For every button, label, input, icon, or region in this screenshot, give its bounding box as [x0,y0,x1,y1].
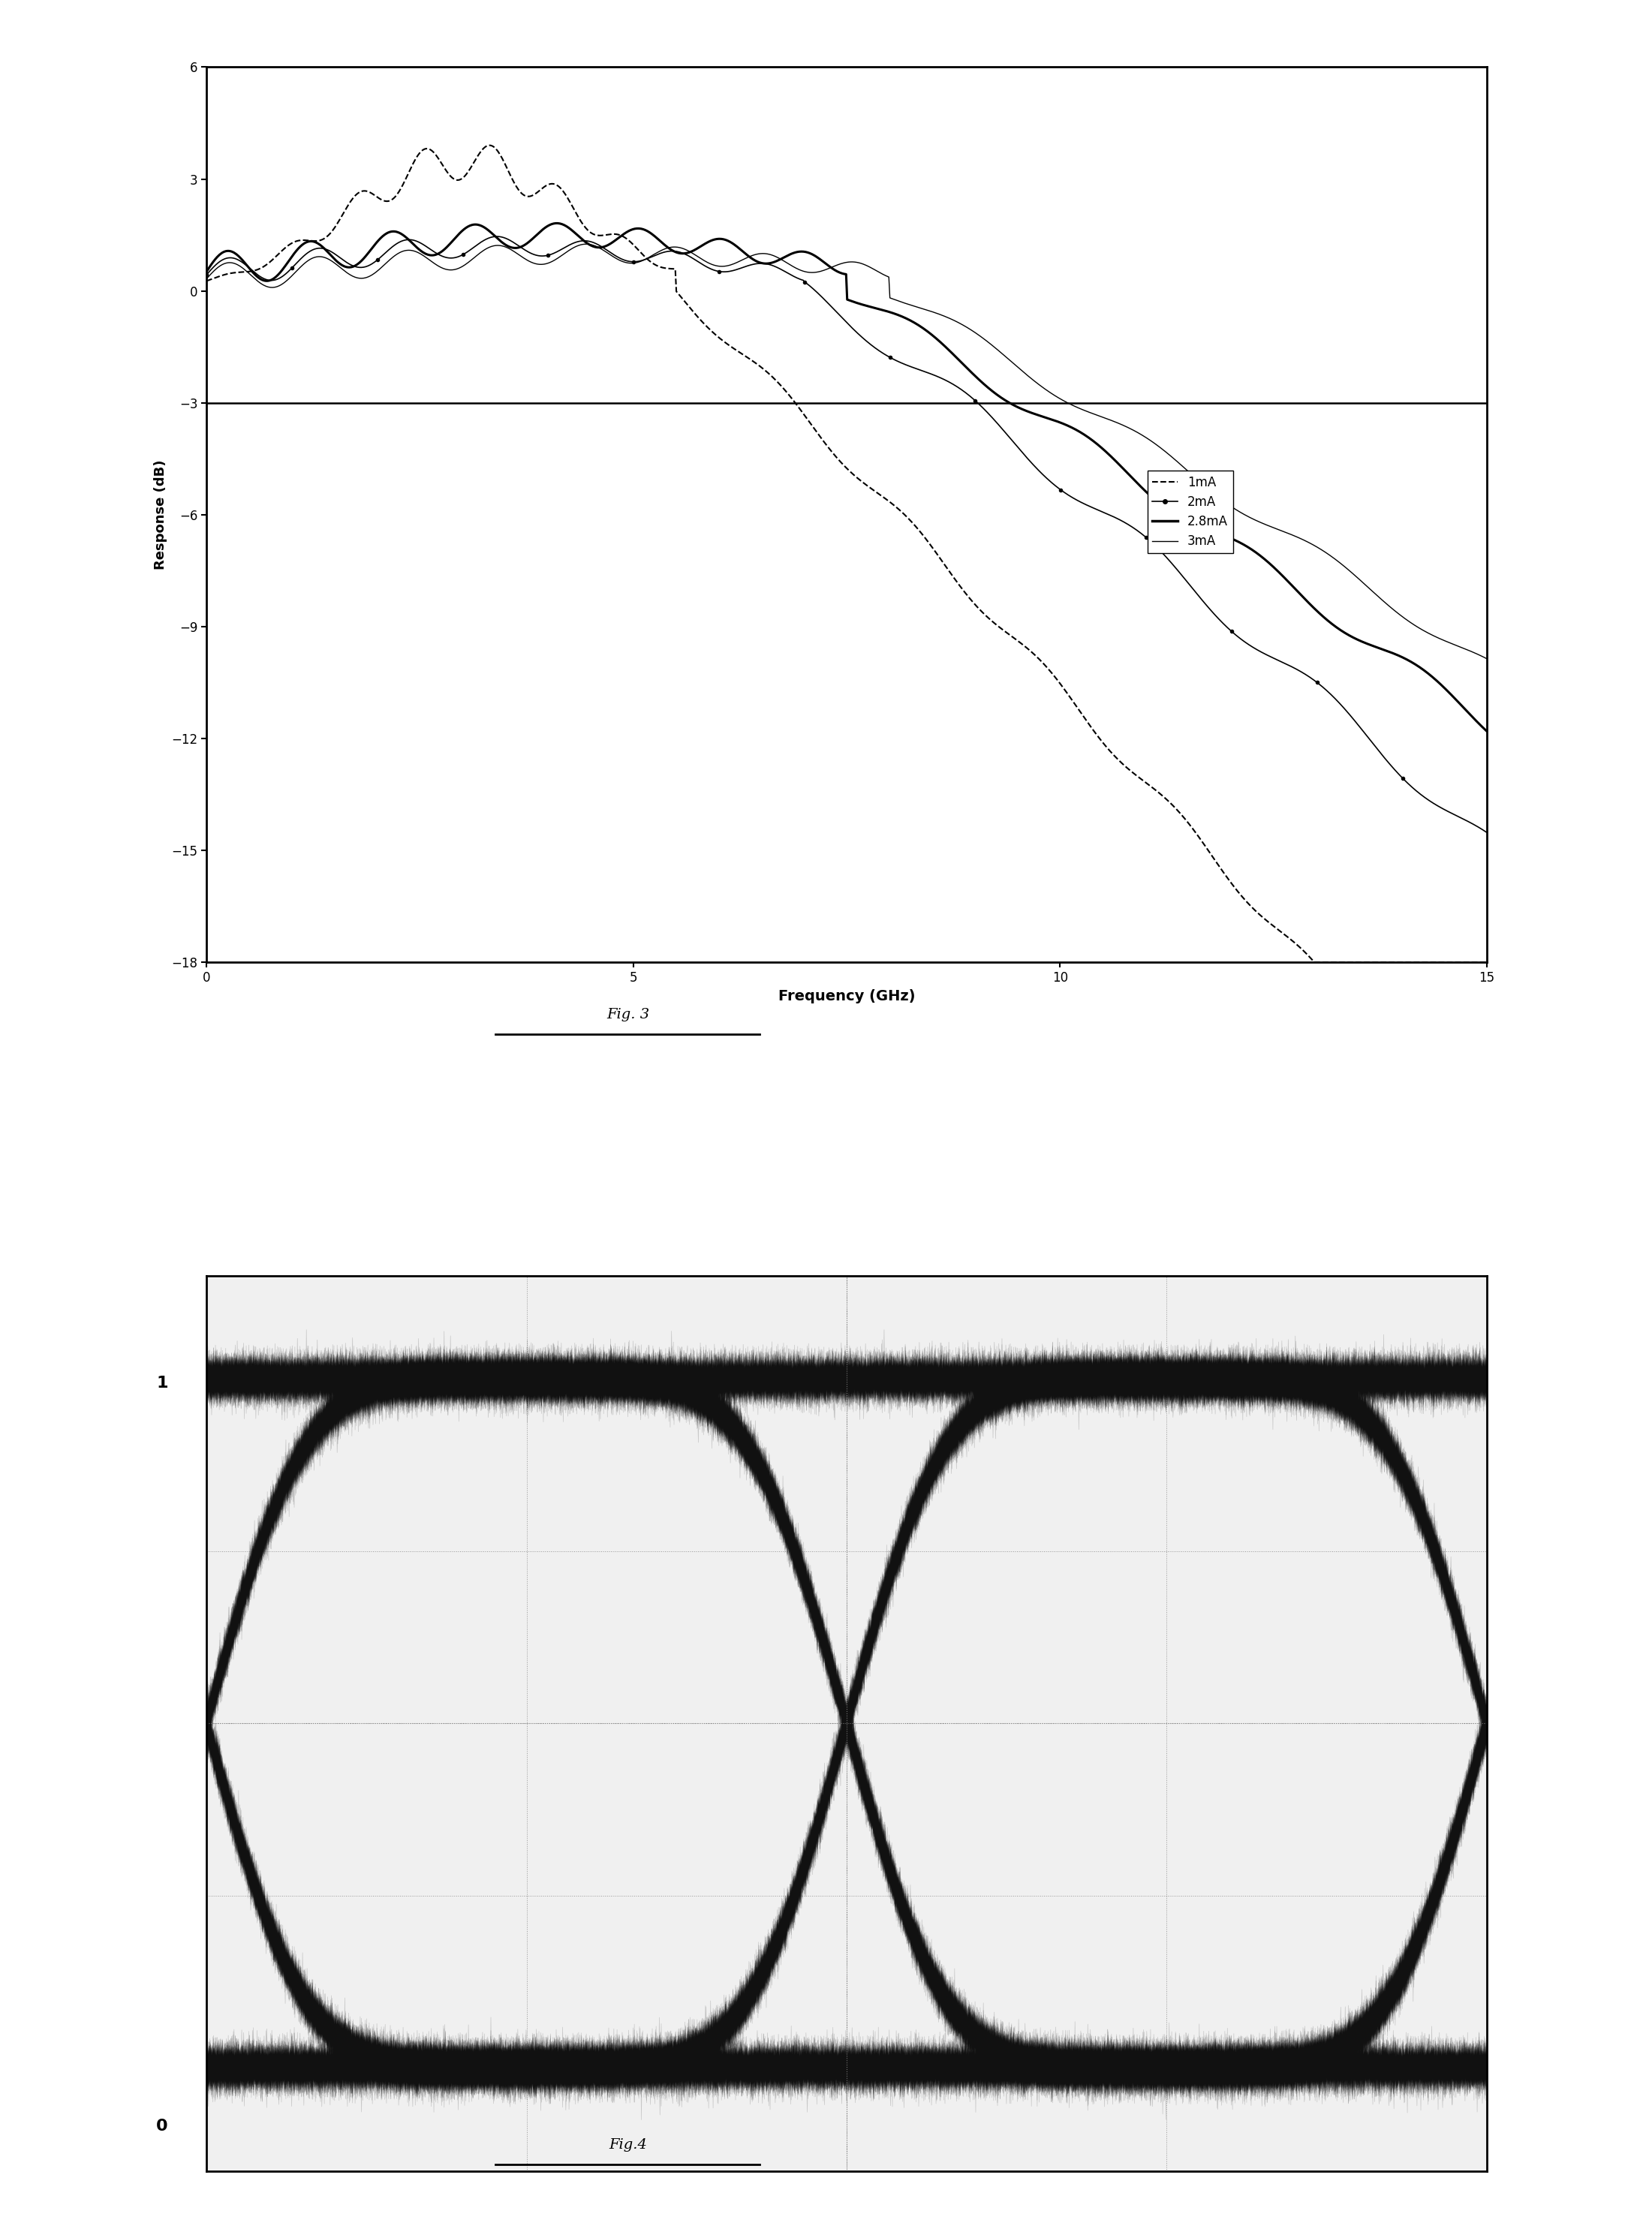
2.8mA [1477,718,1497,745]
Line: 2.8mA: 2.8mA [206,224,1487,732]
2.8mA [197,257,216,284]
2mA [413,231,433,257]
3mA [1477,645,1497,671]
X-axis label: Frequency (GHz): Frequency (GHz) [778,989,915,1003]
2mA [871,338,890,365]
3mA [197,266,216,293]
Text: 1: 1 [157,1376,169,1390]
2.8mA [871,295,890,322]
1mA [629,237,649,264]
3mA [367,257,387,284]
2mA [1477,819,1497,846]
Line: 2mA: 2mA [205,235,1488,835]
Legend: 1mA, 2mA, 2.8mA, 3mA: 1mA, 2mA, 2.8mA, 3mA [1148,470,1232,553]
1mA [897,504,917,530]
Text: Fig. 3: Fig. 3 [606,1007,649,1021]
2mA [629,248,649,275]
Y-axis label: Response (dB): Response (dB) [154,459,167,571]
3mA [871,260,890,286]
1mA [1477,949,1497,976]
2mA [897,351,917,378]
Line: 1mA: 1mA [206,145,1487,962]
1mA [871,481,890,508]
2.8mA [367,231,387,257]
2.8mA [547,210,567,237]
3mA [897,291,917,318]
3mA [413,242,433,269]
1mA [753,356,773,383]
2.8mA [629,215,649,242]
Text: 0: 0 [157,2119,169,2133]
1mA [197,269,216,295]
2mA [197,262,216,289]
1mA [1305,949,1325,976]
2.8mA [413,239,433,266]
3mA [629,248,649,275]
1mA [413,137,433,163]
2mA [367,248,387,275]
1mA [479,132,499,159]
3mA [753,239,773,266]
2mA [753,251,773,278]
2mA [487,224,507,251]
Line: 3mA: 3mA [206,244,1487,658]
2.8mA [753,251,773,278]
1mA [367,184,387,210]
2.8mA [897,304,917,331]
3mA [577,231,596,257]
Text: Fig.4: Fig.4 [608,2137,648,2151]
